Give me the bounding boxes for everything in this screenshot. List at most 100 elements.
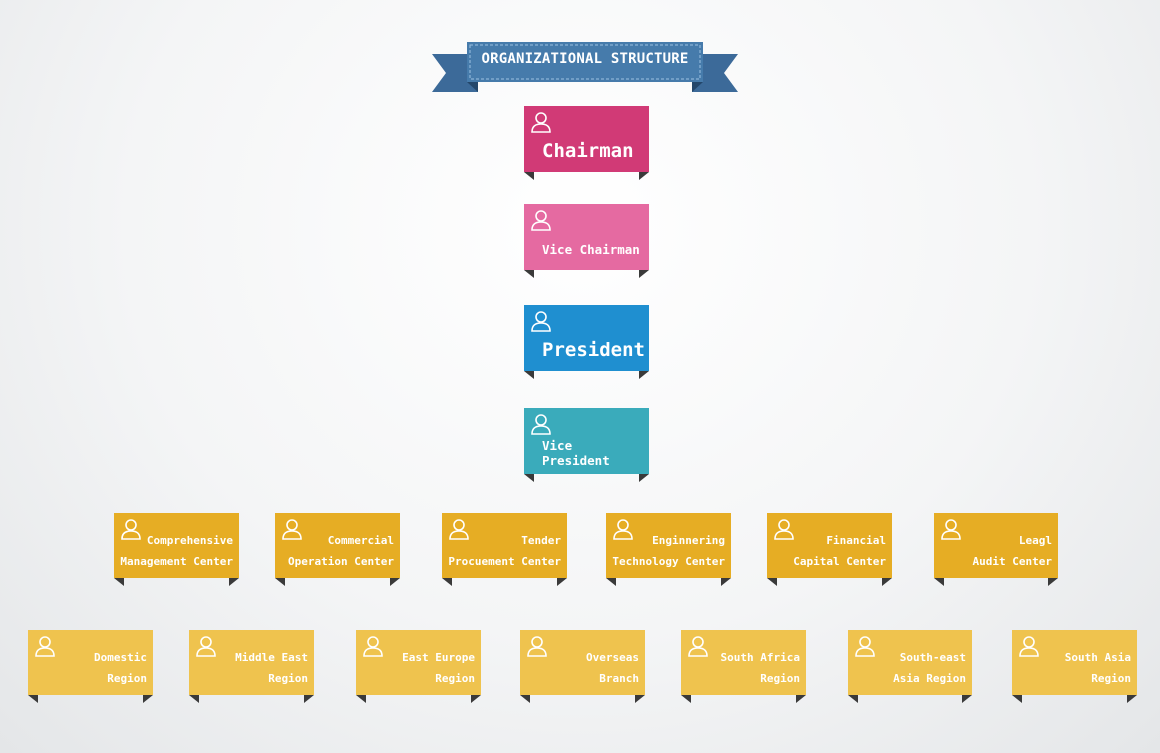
card-label-line2: Procuement Center — [448, 555, 561, 568]
fold-left — [606, 578, 616, 586]
fold-left — [524, 371, 534, 379]
region-card: South Africa Region — [681, 630, 806, 703]
card-label-line2: Operation Center — [288, 555, 394, 568]
card-label-line1: Middle East — [235, 651, 308, 664]
fold-left — [1012, 695, 1022, 703]
title-banner — [432, 42, 738, 92]
fold-left — [189, 695, 199, 703]
card-label-line1: East Europe — [402, 651, 475, 664]
region-card: South Asia Region — [1012, 630, 1137, 703]
fold-right — [639, 172, 649, 180]
fold-left — [524, 270, 534, 278]
card-label-line1: Commercial — [327, 534, 394, 547]
chairman-card: Chairman — [524, 106, 649, 180]
center-card: Tender Procuement Center — [442, 513, 567, 586]
region-card: Domestic Region — [28, 630, 153, 703]
person-icon — [613, 519, 633, 540]
fold-right — [962, 695, 972, 703]
fold-right — [796, 695, 806, 703]
card-label-line2: Region — [435, 672, 475, 685]
region-card: East Europe Region — [356, 630, 481, 703]
fold-right — [1127, 695, 1137, 703]
fold-right — [229, 578, 239, 586]
center-card: Commercial Operation Center — [275, 513, 400, 586]
card-label-line1: Domestic — [94, 651, 147, 664]
fold-left — [114, 578, 124, 586]
card-label-line1: Overseas — [586, 651, 639, 664]
fold-right — [882, 578, 892, 586]
fold-right — [390, 578, 400, 586]
fold-left — [767, 578, 777, 586]
card-label: President — [542, 339, 645, 361]
center-card: Comprehensive Management Center — [114, 513, 239, 586]
fold-right — [635, 695, 645, 703]
person-icon — [531, 112, 551, 133]
card-label: Vice Chairman — [542, 241, 640, 257]
card-label: Chairman — [542, 140, 634, 162]
fold-left — [524, 172, 534, 180]
fold-left — [681, 695, 691, 703]
fold-left — [28, 695, 38, 703]
person-icon — [449, 519, 469, 540]
center-card: Enginnering Technology Center — [606, 513, 731, 586]
card-label-line2: Audit Center — [972, 555, 1052, 568]
fold-right — [304, 695, 314, 703]
person-icon — [531, 414, 551, 435]
person-icon — [363, 636, 383, 657]
person-icon — [196, 636, 216, 657]
card-label-line1: Financial — [826, 534, 886, 547]
fold-left — [356, 695, 366, 703]
fold-left — [442, 578, 452, 586]
card-label-line1: Enginnering — [652, 534, 725, 547]
vice-chairman-card: Vice Chairman — [524, 204, 649, 278]
card-label-line2: Region — [760, 672, 800, 685]
card-label-line1: Tender — [521, 534, 561, 547]
person-icon — [941, 519, 961, 540]
person-icon — [531, 210, 551, 231]
card-label-line2: Capital Center — [793, 555, 886, 568]
vice-president-card: Vice President — [524, 408, 649, 482]
fold-right — [471, 695, 481, 703]
card-label-line2: Technology Center — [612, 555, 725, 568]
card-label: Vice President — [542, 438, 610, 468]
fold-right — [639, 371, 649, 379]
person-icon — [855, 636, 875, 657]
region-card: Middle East Region — [189, 630, 314, 703]
fold-right — [143, 695, 153, 703]
fold-right — [639, 474, 649, 482]
card-label-line2: Asia Region — [893, 672, 966, 685]
person-icon — [527, 636, 547, 657]
person-icon — [531, 311, 551, 332]
fold-left — [934, 578, 944, 586]
fold-right — [1048, 578, 1058, 586]
fold-right — [557, 578, 567, 586]
fold-left — [275, 578, 285, 586]
fold-left — [520, 695, 530, 703]
fold-left — [848, 695, 858, 703]
card-label-line1: South Asia — [1064, 651, 1131, 664]
person-icon — [282, 519, 302, 540]
center-card: Leagl Audit Center — [934, 513, 1058, 586]
person-icon — [35, 636, 55, 657]
person-icon — [121, 519, 141, 540]
president-card: President — [524, 305, 649, 379]
person-icon — [774, 519, 794, 540]
fold-left — [524, 474, 534, 482]
center-card: Financial Capital Center — [767, 513, 892, 586]
card-label-line2: Region — [107, 672, 147, 685]
region-card: Overseas Branch — [520, 630, 645, 703]
card-label-line2: Region — [268, 672, 308, 685]
chart-title: ORGANIZATIONAL STRUCTURE — [481, 51, 689, 67]
card-label-line2: Management Center — [120, 555, 233, 568]
card-label-line1: South Africa — [720, 651, 800, 664]
person-icon — [1019, 636, 1039, 657]
card-label-line2: Region — [1091, 672, 1131, 685]
card-label-line2: Branch — [599, 672, 639, 685]
card-label-line1: South-east — [899, 651, 966, 664]
fold-right — [721, 578, 731, 586]
fold-right — [639, 270, 649, 278]
person-icon — [688, 636, 708, 657]
region-card: South-east Asia Region — [848, 630, 972, 703]
card-label-line1: Comprehensive — [146, 534, 233, 547]
card-label-line1: Leagl — [1018, 534, 1052, 547]
